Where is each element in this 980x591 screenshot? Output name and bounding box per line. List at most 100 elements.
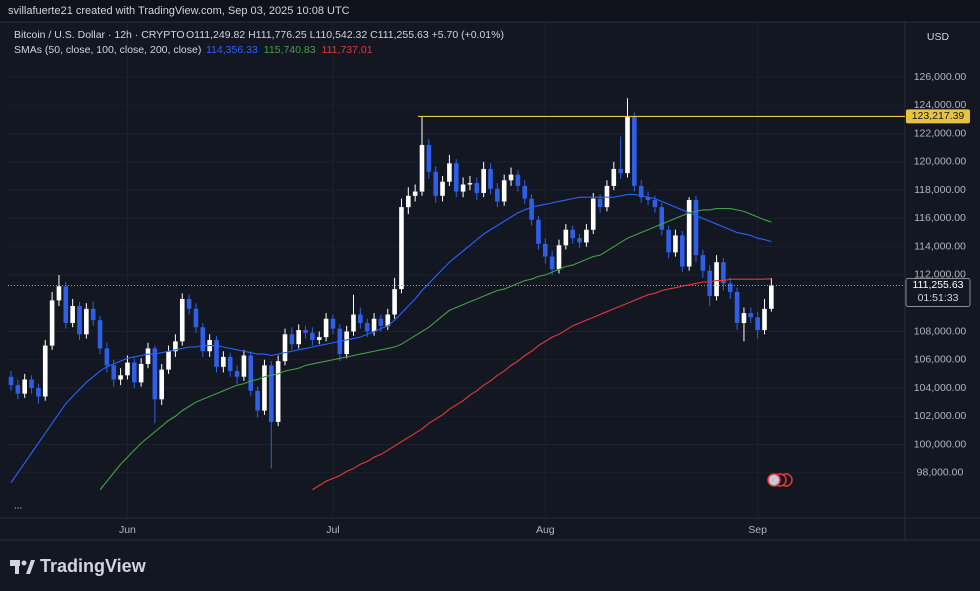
candle-body	[241, 355, 247, 377]
candle-body	[77, 306, 82, 335]
candle-body	[590, 198, 596, 230]
candle-body	[707, 270, 712, 297]
plot-area	[8, 98, 774, 491]
candle-body	[577, 238, 582, 243]
symbol-title: Bitcoin / U.S. Dollar · 12h · CRYPTO	[14, 29, 185, 41]
candle-body	[330, 318, 336, 329]
candle-body	[501, 180, 507, 202]
y-tick-label: 126,000.00	[914, 71, 967, 83]
level-label: 123,217.39	[912, 110, 965, 122]
candle-body	[8, 376, 14, 386]
grid	[8, 22, 905, 518]
candle-body	[392, 289, 397, 315]
candle-body	[227, 356, 233, 372]
candle-body	[734, 291, 740, 323]
candle-body	[543, 243, 548, 257]
x-tick-label: Aug	[536, 524, 555, 536]
brand: TradingView	[40, 556, 147, 576]
y-tick-label: 106,000.00	[914, 354, 967, 366]
y-tick-label: 100,000.00	[914, 438, 967, 450]
y-tick-label: 120,000.00	[914, 156, 967, 168]
candle-body	[460, 184, 466, 192]
candle-body	[111, 365, 117, 380]
candle-body	[522, 185, 528, 199]
candle-body	[769, 285, 774, 309]
collapse-toggle[interactable]: ...	[14, 501, 22, 512]
last-price-box	[905, 278, 971, 307]
candle-body	[138, 363, 144, 383]
candle-body	[440, 181, 445, 196]
x-tick-label: Jun	[119, 524, 136, 536]
candle-body	[269, 365, 274, 422]
candle-body	[604, 185, 610, 208]
y-tick-label: 104,000.00	[914, 382, 967, 394]
sma-legend-value: 111,737.01	[322, 44, 373, 56]
candle-body	[323, 318, 329, 338]
candle-body	[90, 308, 96, 321]
candle-body	[481, 168, 486, 193]
candle-body	[159, 369, 164, 400]
candle-body	[70, 306, 75, 323]
currency: USD	[927, 31, 950, 43]
candle-body	[221, 356, 226, 367]
candle-body	[385, 314, 391, 326]
last-price-label: 111,255.63	[913, 279, 964, 291]
candle-body	[584, 229, 589, 243]
candle-body	[371, 318, 377, 332]
candle-body	[49, 300, 55, 346]
candle-body	[364, 322, 370, 332]
y-tick-label: 98,000.00	[917, 467, 964, 479]
candle-body	[248, 355, 254, 391]
y-tick-label: 112,000.00	[914, 269, 966, 281]
candle-body	[549, 256, 555, 270]
event-icons	[767, 473, 793, 487]
candle-body	[419, 144, 425, 192]
candle-body	[645, 197, 651, 201]
candle-body	[412, 191, 418, 196]
candle-body	[344, 331, 349, 355]
sma-line	[312, 278, 772, 491]
candle-body	[152, 348, 158, 400]
candle-body	[179, 298, 185, 342]
countdown: 01:51:33	[918, 292, 959, 304]
sma-line	[10, 193, 772, 483]
candle-body	[56, 286, 62, 301]
candle-body	[200, 327, 206, 352]
candle-body	[36, 387, 41, 397]
y-tick-label: 118,000.00	[914, 184, 966, 196]
candle-body	[358, 314, 363, 323]
candle-body	[659, 207, 665, 230]
candle-body	[515, 174, 521, 186]
candle-body	[145, 348, 151, 364]
candle-body	[29, 379, 34, 388]
attribution: svillafuerte21 created with TradingView.…	[8, 5, 350, 17]
candle-body	[282, 334, 288, 362]
candle-body	[714, 262, 719, 297]
candle-body	[84, 308, 89, 335]
candle-body	[406, 195, 411, 208]
candle-body	[762, 308, 767, 331]
candle-body	[132, 362, 137, 383]
candle-body	[680, 235, 685, 267]
brand-logo	[10, 560, 35, 574]
candle-body	[673, 235, 678, 253]
sma-legend-value: 114,356.33	[206, 44, 258, 56]
ohlc-legend: O111,249.82 H111,776.25 L110,542.32 C111…	[186, 29, 504, 41]
sma-legend-value: 115,740.83	[264, 44, 316, 56]
candle-body	[426, 144, 432, 172]
candle-body	[289, 334, 295, 345]
candle-body	[22, 379, 27, 394]
candle-body	[721, 262, 726, 284]
candle-body	[193, 308, 199, 328]
candle-body	[97, 320, 103, 349]
candle-body	[625, 116, 630, 174]
candle-body	[433, 171, 438, 196]
candle-body	[125, 362, 130, 376]
candle-body	[686, 200, 692, 267]
candle-body	[262, 365, 267, 411]
candle-body	[467, 183, 473, 185]
candle-body	[296, 330, 301, 345]
candle-body	[447, 163, 452, 182]
candle-body	[488, 168, 493, 189]
